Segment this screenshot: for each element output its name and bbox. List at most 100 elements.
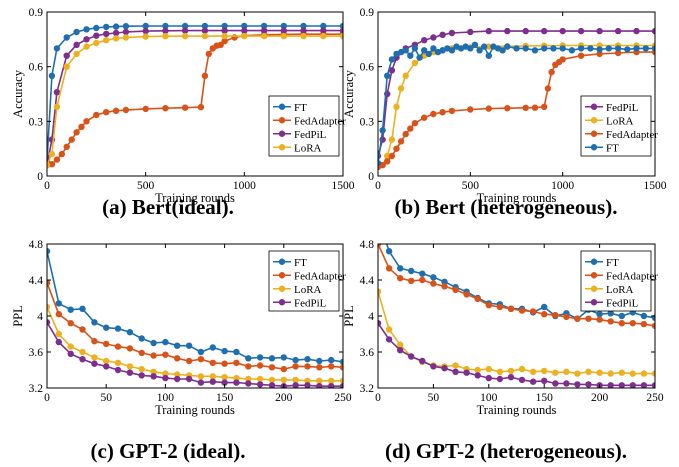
data-point: [467, 106, 474, 113]
data-point: [103, 357, 110, 365]
data-point: [513, 45, 520, 52]
y-tick-label: 4.8: [29, 239, 44, 251]
data-point: [122, 23, 130, 30]
data-point: [162, 27, 169, 34]
data-point: [328, 383, 335, 388]
data-point: [142, 33, 149, 40]
data-point: [63, 63, 70, 70]
data-point: [67, 320, 74, 327]
data-point: [292, 363, 299, 370]
data-point: [83, 43, 90, 50]
data-point: [63, 34, 70, 41]
data-point: [280, 27, 287, 34]
legend-swatch-marker: [590, 144, 598, 151]
data-point: [499, 47, 506, 54]
data-point: [150, 373, 157, 380]
data-point: [67, 350, 74, 357]
data-point: [93, 111, 100, 119]
data-point: [408, 267, 415, 275]
data-point: [162, 22, 169, 30]
data-point: [339, 364, 343, 371]
data-point: [467, 28, 474, 36]
data-point: [201, 72, 209, 80]
data-point: [83, 36, 90, 43]
legend-entry-label: FedPiL: [606, 297, 639, 309]
data-point: [233, 359, 240, 366]
legend-entry-label: FedPiL: [606, 102, 639, 114]
data-point: [79, 305, 86, 312]
data-point: [126, 345, 134, 352]
data-point: [563, 313, 570, 321]
data-point: [651, 382, 655, 388]
data-point: [91, 338, 98, 345]
data-point: [385, 336, 393, 343]
data-point: [596, 316, 603, 323]
legend-swatch-marker: [590, 130, 598, 137]
data-point: [618, 382, 625, 388]
data-point: [541, 303, 548, 311]
data-point: [79, 356, 86, 363]
data-point: [393, 145, 400, 152]
data-point: [221, 38, 228, 45]
data-point: [485, 302, 492, 309]
legend-swatch-marker: [278, 130, 286, 137]
y-tick-label: 3.2: [29, 383, 44, 395]
data-point: [378, 244, 382, 248]
data-point: [496, 375, 504, 383]
data-point: [53, 103, 61, 111]
data-point: [260, 27, 268, 34]
data-point: [624, 46, 631, 53]
data-point: [103, 340, 110, 348]
x-tick-label: 250: [646, 392, 664, 404]
y-axis-title: Accuracy: [11, 69, 25, 118]
data-point: [47, 279, 51, 286]
panel-caption: (a) Bert(ideal).: [102, 195, 234, 219]
data-point: [292, 382, 299, 388]
data-point: [596, 46, 603, 53]
data-point: [300, 22, 307, 30]
data-point: [47, 248, 51, 255]
data-point: [522, 27, 529, 35]
data-point: [430, 110, 437, 118]
data-point: [73, 28, 80, 36]
data-point: [640, 382, 648, 388]
data-point: [607, 310, 614, 317]
data-point: [304, 377, 311, 384]
data-point: [122, 28, 130, 36]
data-point: [304, 356, 311, 363]
data-point: [504, 105, 511, 112]
data-point: [197, 373, 205, 380]
data-point: [633, 45, 640, 52]
data-point: [596, 27, 603, 35]
data-point: [114, 325, 122, 332]
data-point: [103, 109, 110, 116]
data-point: [388, 136, 396, 143]
y-tick-label: 0.6: [29, 62, 44, 74]
data-point: [150, 339, 157, 347]
data-point: [339, 32, 343, 40]
data-point: [629, 320, 636, 327]
data-point: [607, 382, 614, 388]
data-point: [577, 27, 585, 35]
data-point: [47, 303, 51, 311]
data-point: [245, 380, 252, 387]
data-point: [559, 27, 566, 35]
data-point: [629, 370, 636, 377]
data-point: [233, 348, 240, 356]
data-point: [47, 319, 51, 326]
x-tick-label: 50: [100, 392, 112, 404]
x-tick-label: 1000: [233, 180, 256, 192]
data-point: [448, 29, 456, 37]
data-point: [91, 360, 98, 367]
data-point: [197, 356, 205, 363]
data-point: [231, 34, 238, 41]
data-point: [209, 359, 216, 366]
data-point: [103, 363, 110, 370]
data-point: [439, 109, 446, 116]
data-point: [316, 383, 323, 388]
data-point: [67, 343, 74, 350]
data-point: [467, 45, 474, 52]
data-point: [201, 27, 209, 34]
data-point: [55, 338, 62, 346]
data-point: [596, 50, 603, 58]
